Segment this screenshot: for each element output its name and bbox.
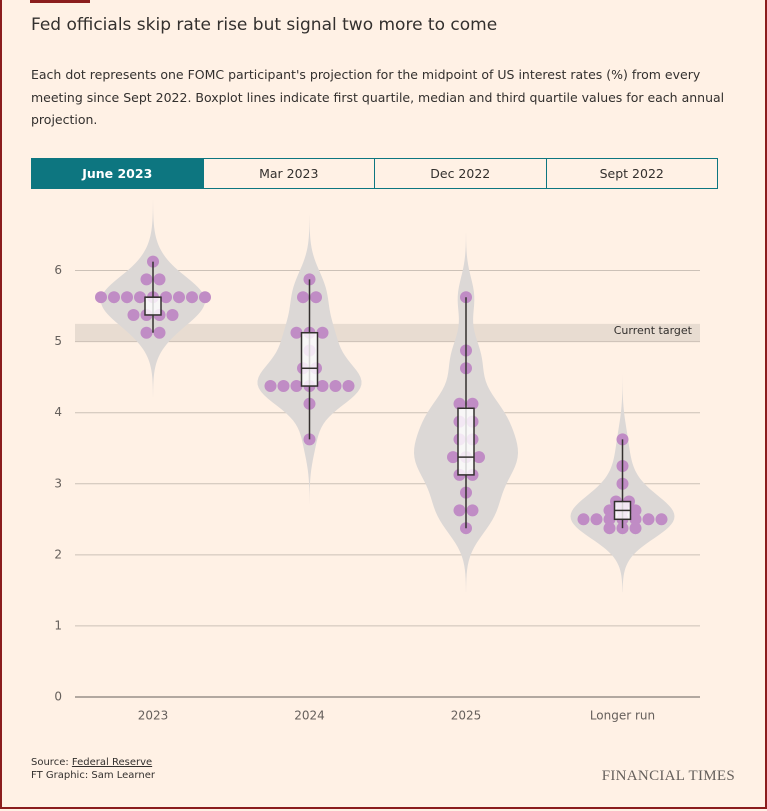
tab[interactable]: Sept 2022	[545, 159, 718, 188]
dot	[186, 291, 198, 304]
dot	[577, 513, 590, 526]
y-tick-label: 3	[54, 476, 62, 490]
y-tick-label: 5	[54, 334, 62, 348]
dot	[329, 380, 342, 393]
title: Fed officials skip rate rise but signal …	[31, 15, 498, 35]
tabs: June 2023 Mar 2023 Dec 2022 Sept 2022	[31, 158, 718, 189]
dot	[447, 451, 459, 464]
dot	[121, 291, 133, 304]
dot	[603, 504, 616, 517]
dot	[316, 380, 329, 393]
box	[300, 331, 319, 387]
y-tick-label: 6	[54, 263, 62, 277]
tab[interactable]: Dec 2022	[374, 159, 546, 188]
dot	[160, 291, 172, 304]
y-tick-label: 2	[54, 547, 62, 561]
dot	[173, 291, 185, 304]
tab[interactable]: Mar 2023	[202, 159, 375, 188]
target-label: Current target	[614, 324, 693, 337]
dot	[629, 513, 642, 526]
dot	[629, 522, 642, 535]
dot	[466, 397, 479, 410]
dot	[140, 273, 153, 286]
accent-bar	[30, 0, 90, 3]
dot	[277, 380, 290, 393]
dot	[629, 504, 642, 517]
source-link[interactable]: Federal Reserve	[71, 757, 153, 768]
dot	[642, 513, 655, 526]
dot	[466, 504, 479, 517]
dot	[310, 291, 322, 304]
subtitle: Each dot represents one FOMC participant…	[31, 67, 725, 127]
source: Source: Federal Reserve FT Graphic: Sam L…	[31, 756, 155, 782]
dot	[95, 291, 107, 304]
y-tick-label: 0	[54, 690, 62, 704]
dot	[290, 380, 303, 393]
dot	[127, 308, 140, 321]
x-tick-label: 2025	[451, 709, 482, 723]
dot	[108, 291, 120, 304]
dot	[153, 326, 166, 339]
dot	[655, 513, 668, 526]
dot	[166, 308, 179, 321]
x-tick-label: Longer run	[590, 709, 655, 723]
target-band	[75, 323, 700, 342]
dot	[297, 291, 309, 304]
dot	[603, 522, 616, 535]
dot	[453, 504, 466, 517]
y-tick-label: 1	[54, 618, 62, 632]
dot	[473, 451, 485, 464]
source-prefix: Source:	[31, 757, 69, 768]
chart: Current target 0 1 2 3 4 5 6 2023 2024 2025 Longer …	[54, 200, 700, 723]
dot	[453, 397, 466, 410]
dot	[153, 273, 166, 286]
dot	[342, 380, 355, 393]
x-tick-label: 2023	[138, 709, 169, 723]
dot	[264, 380, 277, 393]
dot	[134, 291, 146, 304]
dot	[590, 513, 603, 526]
box	[457, 407, 475, 476]
y-tick-label: 4	[54, 405, 62, 419]
dot	[603, 513, 616, 526]
tab[interactable]: June 2023	[32, 159, 203, 188]
credit: FT Graphic: Sam Learner	[31, 770, 155, 781]
dot	[147, 255, 159, 268]
dot	[140, 326, 153, 339]
dot	[290, 326, 303, 339]
x-tick-label: 2024	[294, 709, 325, 723]
brand: FINANCIAL TIMES	[601, 768, 735, 784]
dot	[199, 291, 211, 304]
box	[144, 296, 162, 316]
dot	[316, 326, 329, 339]
